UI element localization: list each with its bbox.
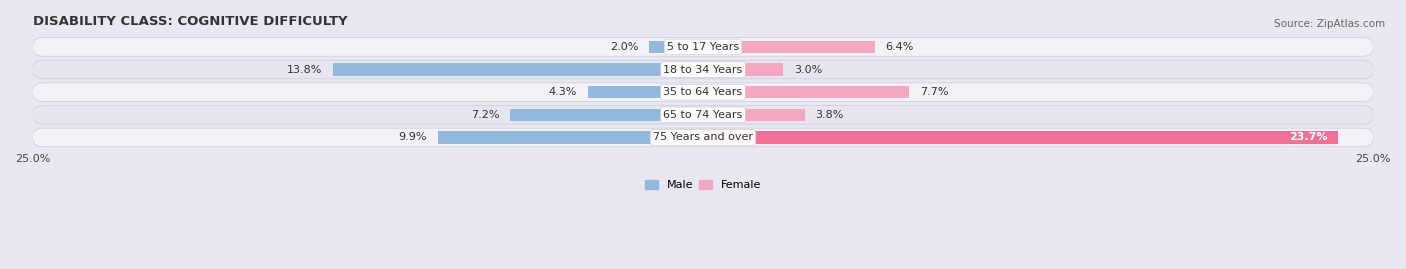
Text: 13.8%: 13.8%	[287, 65, 322, 75]
Text: 75 Years and over: 75 Years and over	[652, 132, 754, 143]
FancyBboxPatch shape	[32, 60, 1374, 79]
Bar	[588, 86, 703, 98]
Bar	[703, 131, 1339, 144]
Bar	[437, 131, 703, 144]
Bar	[650, 41, 703, 53]
Text: 3.8%: 3.8%	[815, 110, 844, 120]
Text: 65 to 74 Years: 65 to 74 Years	[664, 110, 742, 120]
Text: 4.3%: 4.3%	[548, 87, 576, 97]
FancyBboxPatch shape	[32, 83, 1374, 101]
Text: 6.4%: 6.4%	[886, 42, 914, 52]
Text: 3.0%: 3.0%	[794, 65, 823, 75]
Text: 9.9%: 9.9%	[398, 132, 427, 143]
Bar	[703, 86, 910, 98]
Bar	[510, 109, 703, 121]
Text: 7.7%: 7.7%	[920, 87, 949, 97]
Text: 35 to 64 Years: 35 to 64 Years	[664, 87, 742, 97]
Text: 23.7%: 23.7%	[1289, 132, 1327, 143]
Bar	[703, 63, 783, 76]
FancyBboxPatch shape	[32, 38, 1374, 56]
Text: DISABILITY CLASS: COGNITIVE DIFFICULTY: DISABILITY CLASS: COGNITIVE DIFFICULTY	[32, 15, 347, 28]
Text: 2.0%: 2.0%	[610, 42, 638, 52]
FancyBboxPatch shape	[32, 105, 1374, 124]
Bar	[333, 63, 703, 76]
Text: 18 to 34 Years: 18 to 34 Years	[664, 65, 742, 75]
Text: Source: ZipAtlas.com: Source: ZipAtlas.com	[1274, 19, 1385, 29]
Bar	[703, 41, 875, 53]
FancyBboxPatch shape	[32, 128, 1374, 147]
Text: 7.2%: 7.2%	[471, 110, 499, 120]
Bar	[703, 109, 804, 121]
Legend: Male, Female: Male, Female	[640, 176, 766, 195]
Text: 5 to 17 Years: 5 to 17 Years	[666, 42, 740, 52]
